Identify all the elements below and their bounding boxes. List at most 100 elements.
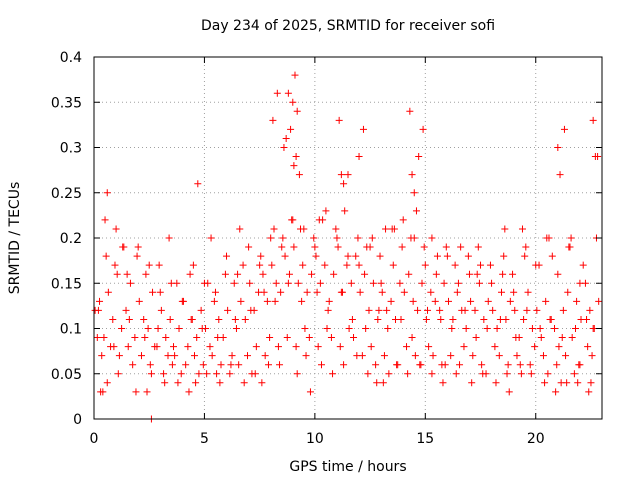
data-point [484,297,492,305]
data-point [274,343,282,351]
data-point [340,180,348,188]
data-point [387,297,395,305]
data-point [313,288,321,296]
data-point [439,379,447,387]
data-point [231,315,239,323]
data-point [301,325,309,332]
data-point [149,288,157,296]
data-point [553,361,561,369]
data-point [584,343,592,351]
data-point [396,279,404,287]
data-point [411,352,419,360]
data-point [409,297,417,305]
data-point [140,315,148,323]
data-point [206,343,214,351]
data-point [103,189,111,197]
data-point [501,225,509,233]
data-point [280,144,288,151]
data-point [224,306,232,314]
data-point [259,270,267,278]
data-point [303,288,311,296]
data-point [457,243,465,251]
data-point [333,234,341,242]
data-point [562,352,570,360]
data-point [271,297,279,305]
y-tick-label: 0.3 [60,141,82,157]
data-point [317,361,325,369]
data-point [589,325,597,332]
data-point [302,352,310,360]
data-point [367,343,375,351]
data-point [560,125,568,133]
y-axis-label: SRMTID / TECUs [7,182,23,295]
data-point [361,270,369,278]
data-point [579,261,587,269]
data-point [194,180,202,188]
data-point [583,315,591,323]
y-tick-label: 0.2 [60,231,82,247]
data-point [207,234,215,242]
data-point [574,379,582,387]
y-tick-label: 0.1 [60,322,82,338]
data-point [448,325,456,332]
data-point [479,370,487,378]
data-point [273,89,281,97]
data-point [586,306,594,314]
data-point [369,279,377,287]
data-point [160,370,168,378]
data-point [496,315,504,323]
data-point [385,370,393,378]
data-point [520,315,528,323]
data-point [272,279,280,287]
data-point [178,297,186,305]
data-point [573,297,581,305]
data-point [437,315,445,323]
data-point [210,297,218,305]
data-point [419,125,427,133]
data-point [353,352,361,360]
data-point [175,325,183,332]
data-point [478,361,486,369]
data-point [236,225,244,233]
data-point [284,279,292,287]
data-point [460,343,468,351]
data-point [227,361,235,369]
data-point [389,261,397,269]
data-point [382,225,390,233]
data-point [211,288,219,296]
data-point [187,315,195,323]
data-point [155,261,163,269]
data-point [366,243,374,251]
data-point [321,261,329,269]
data-point [268,261,276,269]
data-point [588,352,596,360]
data-point [571,325,579,332]
data-point [203,370,211,378]
data-point [154,325,162,332]
data-point [377,279,385,287]
data-point [316,279,324,287]
data-point [198,325,206,332]
data-point [214,334,222,342]
data-point [186,270,194,278]
data-point [431,297,439,305]
data-point [408,171,416,179]
data-point [277,288,285,296]
data-point [456,361,464,369]
data-point [315,216,323,224]
data-point [433,252,441,260]
data-point [235,361,243,369]
data-point [412,207,420,215]
data-point [424,306,432,314]
data-point [234,270,242,278]
data-point [200,279,208,287]
data-point [576,279,584,287]
data-point [118,325,126,332]
data-point [587,379,595,387]
data-point [217,361,225,369]
data-point [414,306,422,314]
data-point [308,270,316,278]
data-point [141,334,149,342]
data-point [103,379,111,387]
